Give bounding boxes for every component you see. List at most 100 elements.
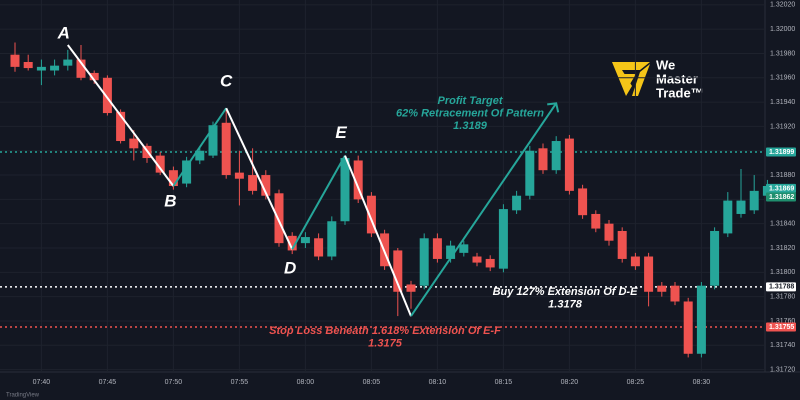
logo-icon [622, 74, 636, 84]
pattern-line [344, 155, 412, 317]
y-tick-label: 1.32020 [770, 2, 795, 9]
candle-body [736, 200, 746, 214]
candle-body [314, 238, 324, 257]
candle-body [366, 195, 376, 234]
y-tick-label: 1.31840 [770, 221, 795, 228]
pattern-label: E [335, 123, 347, 142]
price-tag [766, 322, 796, 332]
logo-icon [632, 64, 650, 96]
candle-body [182, 160, 192, 184]
logo-text: Master [656, 71, 698, 86]
candle-body [287, 235, 297, 251]
y-tick-label: 1.31780 [770, 293, 795, 300]
candle-body [340, 158, 350, 222]
y-tick-label: 1.31760 [770, 318, 795, 325]
candle-body [578, 188, 588, 216]
pattern-line [410, 102, 558, 317]
candle-body [551, 141, 561, 171]
candle-body [76, 59, 86, 78]
candle-body [327, 221, 337, 257]
candle-body [274, 193, 284, 244]
y-tick-label: 1.31940 [770, 99, 795, 106]
candle-body [23, 62, 33, 69]
candle-body [604, 223, 614, 241]
candle-body [432, 238, 442, 259]
pattern-label: D [284, 259, 296, 278]
candle-body [564, 138, 574, 191]
x-tick-label: 08:20 [561, 379, 579, 386]
candle-body [300, 237, 310, 244]
x-tick-label: 08:10 [429, 379, 447, 386]
annotation: Buy 127% Extension Of D-E [493, 286, 639, 298]
candle-body [498, 209, 508, 269]
annotation: 1.3189 [453, 120, 488, 132]
watermark: TradingView [6, 393, 40, 399]
y-tick-label: 1.31800 [770, 269, 795, 276]
candle-body [419, 238, 429, 286]
pattern-label: C [220, 72, 233, 91]
candle-body [36, 66, 46, 71]
candle-body [459, 244, 469, 253]
candle-body [723, 200, 733, 234]
y-tick-label: 1.31880 [770, 172, 795, 179]
arrow-head [547, 102, 560, 113]
y-tick-label: 1.31740 [770, 342, 795, 349]
x-tick-label: 08:15 [495, 379, 513, 386]
price-tag [766, 282, 796, 292]
logo-icon [612, 62, 650, 96]
price-tag-label: 1.31869 [769, 185, 794, 192]
y-tick-label: 1.31720 [770, 366, 795, 373]
price-tag [766, 183, 796, 193]
y-tick-label: 1.31820 [770, 245, 795, 252]
logo-text: Trade™ [656, 85, 704, 100]
x-tick-label: 07:55 [231, 379, 249, 386]
candle-body [155, 155, 165, 173]
annotation: Profit Target [438, 95, 504, 107]
candle-body [195, 150, 205, 161]
candle-body [512, 195, 522, 211]
candle-body [406, 284, 416, 292]
y-tick-label: 1.31960 [770, 75, 795, 82]
price-tag-label: 1.31862 [769, 194, 794, 201]
candle-body [617, 230, 627, 259]
y-tick-label: 1.32000 [770, 26, 795, 33]
candle-body [102, 77, 112, 114]
candle-body [657, 285, 667, 292]
candle-body [89, 72, 99, 81]
candle-body [485, 258, 495, 268]
candle-body [446, 245, 456, 259]
pattern-label: B [164, 191, 176, 210]
candle-body [208, 125, 218, 156]
candle-body [630, 256, 640, 267]
logo-text: We [656, 57, 675, 72]
x-tick-label: 08:00 [297, 379, 315, 386]
x-tick-label: 08:05 [363, 379, 381, 386]
pattern-line [172, 107, 228, 187]
candle-body [670, 285, 680, 302]
price-tag-label: 1.31755 [769, 324, 794, 331]
candle-body [50, 65, 60, 71]
candle-body [63, 59, 73, 66]
candle-body [353, 160, 363, 200]
annotation: 1.3175 [368, 337, 403, 349]
pattern-line [66, 44, 175, 187]
candle-body [234, 172, 244, 179]
annotation: Stop Loss Beneath 1.618% Extension Of E-… [269, 325, 501, 337]
candle-body [168, 170, 178, 186]
candle-body [221, 122, 231, 176]
candle-body [248, 175, 258, 191]
annotation: 1.3178 [548, 298, 583, 310]
grid [0, 0, 765, 372]
candle-body [525, 150, 535, 196]
price-tag-label: 1.31788 [769, 284, 794, 291]
candle-body [10, 54, 20, 67]
x-tick-label: 07:45 [99, 379, 117, 386]
pattern-label: A [57, 23, 70, 42]
pattern-line [225, 107, 294, 250]
pattern-line [291, 155, 346, 250]
x-tick-label: 08:30 [693, 379, 711, 386]
y-tick-label: 1.31920 [770, 123, 795, 130]
price-tag [766, 192, 796, 202]
x-tick-label: 08:25 [627, 379, 645, 386]
